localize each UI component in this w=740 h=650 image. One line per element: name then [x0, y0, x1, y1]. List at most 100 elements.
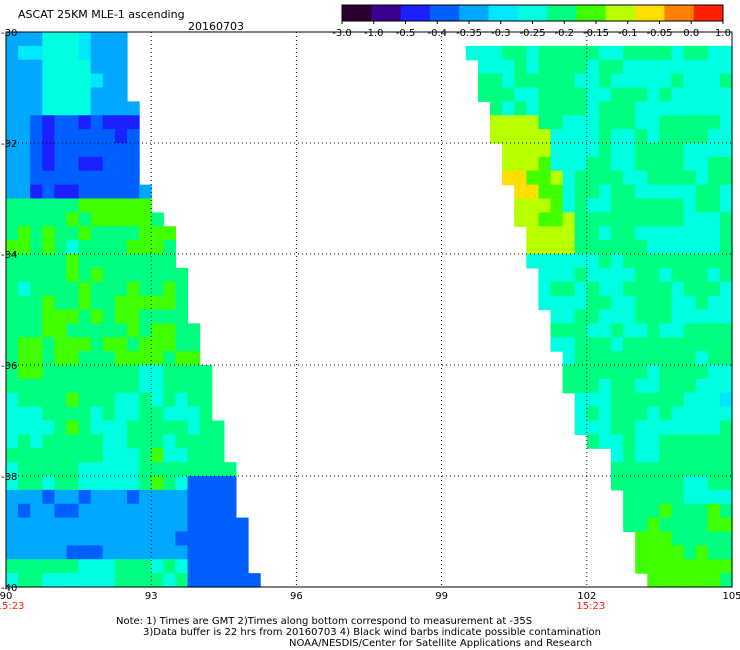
wind-cell — [127, 420, 140, 435]
wind-cell — [538, 184, 552, 200]
colorbar-swatch — [605, 5, 636, 21]
wind-cell — [477, 59, 491, 75]
note-line-3: NOAA/NESDIS/Center for Satellite Applica… — [289, 638, 593, 649]
wind-cell — [6, 170, 19, 186]
wind-cell — [683, 87, 697, 102]
wind-cell — [102, 267, 116, 283]
wind-cell — [647, 434, 660, 449]
wind-cell — [66, 406, 80, 422]
wind-cell — [139, 573, 152, 588]
wind-cell — [635, 143, 648, 158]
wind-cell — [78, 240, 92, 255]
wind-cell — [139, 351, 152, 366]
wind-cell — [175, 392, 189, 408]
wind-cell — [114, 420, 128, 435]
wind-cell — [102, 434, 116, 449]
wind-cell — [163, 489, 176, 505]
wind-cell — [211, 559, 225, 574]
wind-cell — [102, 351, 116, 366]
wind-cell — [623, 143, 636, 158]
wind-cell — [659, 503, 673, 519]
wind-cell — [514, 59, 527, 75]
wind-cell — [211, 531, 225, 546]
wind-cell — [211, 489, 225, 505]
wind-cell — [54, 101, 68, 116]
wind-cell — [42, 309, 55, 324]
wind-cell — [611, 267, 624, 283]
wind-cell — [611, 129, 624, 144]
wind-cell — [127, 115, 140, 130]
wind-cell — [623, 226, 636, 241]
wind-cell — [623, 420, 636, 435]
wind-cell — [683, 545, 697, 560]
wind-cell — [18, 489, 31, 505]
wind-cell — [707, 323, 721, 338]
wind-cell — [574, 365, 588, 380]
wind-cell — [78, 170, 92, 186]
wind-cell — [187, 503, 201, 519]
wind-cell — [151, 240, 164, 255]
colorbar-label: -0.05 — [647, 28, 673, 39]
wind-cell — [42, 503, 55, 519]
wind-cell — [211, 448, 225, 463]
wind-cell — [719, 170, 733, 186]
colorbar-label: -1.0 — [364, 28, 384, 39]
wind-cell — [42, 32, 55, 47]
wind-cell — [598, 73, 612, 89]
wind-cell — [30, 295, 43, 311]
wind-cell — [719, 226, 733, 241]
wind-cell — [42, 573, 55, 588]
wind-cell — [623, 503, 636, 519]
wind-cell — [187, 337, 201, 352]
wind-cell — [199, 559, 213, 574]
wind-cell — [647, 129, 660, 144]
wind-cell — [90, 254, 104, 269]
wind-cell — [114, 503, 128, 519]
wind-cell — [538, 101, 552, 116]
wind-cell — [586, 240, 600, 255]
wind-cell — [623, 406, 636, 422]
wind-cell — [598, 212, 612, 227]
wind-cell — [611, 73, 624, 89]
wind-cell — [490, 45, 503, 61]
wind-cell — [647, 545, 660, 560]
wind-cell — [719, 378, 733, 394]
wind-cell — [490, 59, 503, 75]
wind-cell — [586, 198, 600, 213]
wind-cell — [695, 365, 709, 380]
wind-cell — [598, 129, 612, 144]
wind-cell — [18, 226, 31, 241]
wind-cell — [635, 531, 648, 546]
wind-cell — [114, 489, 128, 505]
wind-cell — [6, 59, 19, 75]
wind-cell — [42, 323, 55, 338]
wind-cell — [42, 517, 55, 533]
wind-cell — [719, 392, 733, 408]
wind-cell — [90, 448, 104, 463]
wind-cell — [151, 434, 164, 449]
wind-cell — [623, 295, 636, 311]
wind-cell — [611, 378, 624, 394]
wind-cell — [562, 351, 576, 366]
wind-cell — [635, 170, 648, 186]
wind-cell — [151, 337, 164, 352]
wind-cell — [611, 87, 624, 102]
wind-cell — [526, 184, 539, 200]
wind-cell — [42, 87, 55, 102]
wind-cell — [163, 309, 176, 324]
wind-cell — [683, 378, 697, 394]
wind-cell — [114, 448, 128, 463]
wind-cell — [707, 559, 721, 574]
wind-cell — [54, 462, 68, 477]
wind-cell — [683, 517, 697, 533]
wind-cell — [502, 170, 515, 186]
wind-cell — [550, 226, 564, 241]
wind-cell — [18, 351, 31, 366]
wind-cell — [139, 476, 152, 491]
wind-cell — [719, 295, 733, 311]
wind-cell — [514, 198, 527, 213]
wind-cell — [719, 337, 733, 352]
wind-cell — [598, 156, 612, 172]
wind-cell — [598, 254, 612, 269]
wind-cell — [671, 309, 685, 324]
